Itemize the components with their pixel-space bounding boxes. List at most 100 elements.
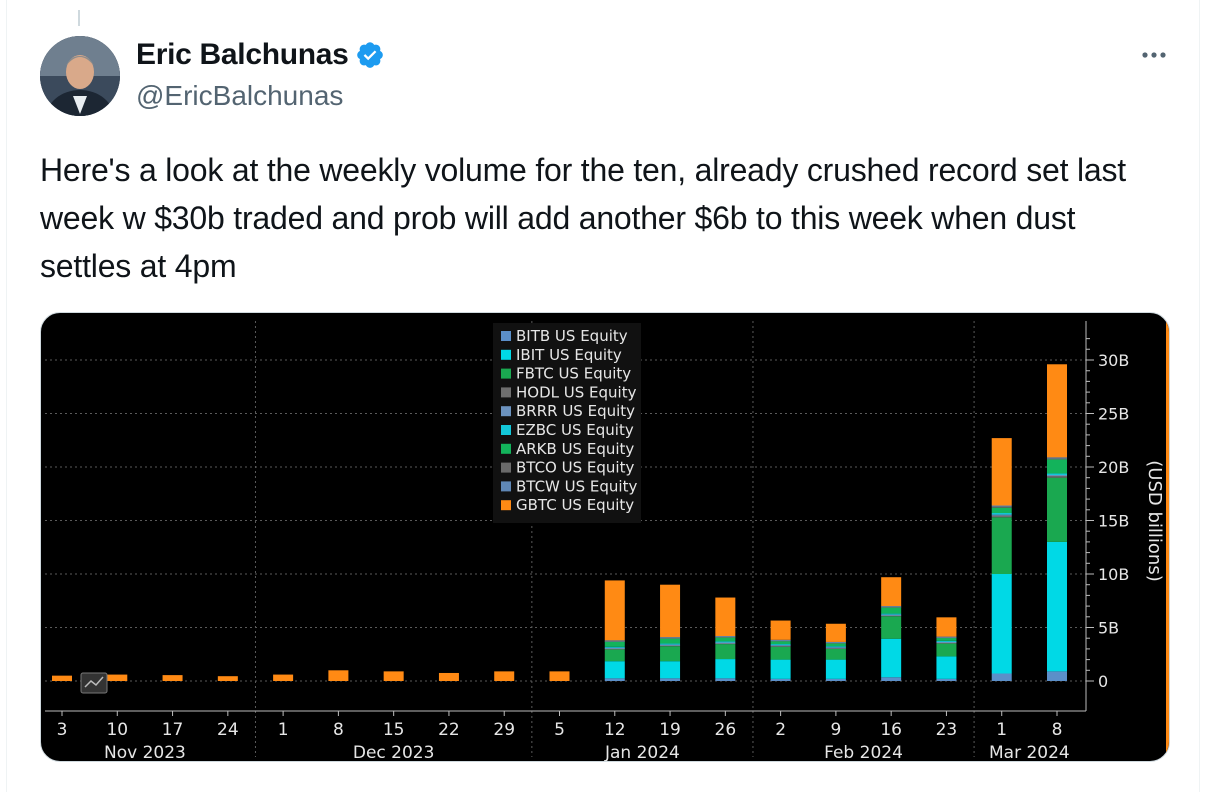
bar-segment-gbtc <box>217 676 238 681</box>
legend-box <box>493 323 641 523</box>
bar-segment-ibit <box>715 659 736 679</box>
bar-segment-btcw <box>770 639 791 641</box>
bar-segment-hodl <box>1047 476 1067 478</box>
legend-swatch-hodl <box>501 387 511 398</box>
bar-segment-btco <box>825 642 846 644</box>
bar-segment-gbtc <box>438 672 459 681</box>
legend-swatch-btco <box>501 462 511 473</box>
legend-swatch-arkb <box>501 443 511 454</box>
legend-label: EZBC US Equity <box>516 421 634 439</box>
x-tick-label: 2 <box>775 720 786 740</box>
bar-segment-bitb <box>715 678 736 681</box>
bar-segment-fbtc <box>825 648 846 660</box>
x-tick-label: 8 <box>333 720 344 740</box>
legend-label: BTCW US Equity <box>516 477 637 495</box>
bar-segment-gbtc <box>604 580 625 641</box>
bar-segment-bitb <box>881 677 902 681</box>
bar-segment-gbtc <box>715 597 736 637</box>
bar-segment-hodl <box>825 647 846 649</box>
x-tick-label: 10 <box>106 720 128 740</box>
legend-label: BRRR US Equity <box>516 402 635 420</box>
y-axis-label: (USD billions) <box>1144 460 1165 581</box>
bar-segment-ibit <box>825 659 846 679</box>
legend-swatch-fbtc <box>501 368 511 379</box>
y-tick-label: 10B <box>1098 565 1129 584</box>
bar-segment-brrr <box>825 647 846 649</box>
bar-segment-btco <box>881 606 902 608</box>
timeline-border-right <box>1199 0 1200 792</box>
bar-segment-bitb <box>825 678 846 681</box>
bar-segment-btco <box>715 636 736 638</box>
legend-swatch-bitb <box>501 331 511 341</box>
bar-segment-brrr <box>881 614 902 616</box>
bar-segment-arkb <box>770 640 791 645</box>
bar-segment-brrr <box>660 644 681 646</box>
bar-segment-fbtc <box>715 644 736 660</box>
bar-segment-ibit <box>991 574 1012 674</box>
bar-segment-gbtc <box>1047 364 1067 458</box>
bar-segment-arkb <box>660 638 681 644</box>
author-handle[interactable]: @EricBalchunas <box>136 80 344 111</box>
x-tick-label: 12 <box>604 720 626 740</box>
bar-segment-arkb <box>825 643 846 647</box>
bar-segment-brrr <box>936 641 957 643</box>
bar-segment-gbtc <box>936 617 957 637</box>
bar-segment-arkb <box>604 641 625 647</box>
bar-segment-btco <box>1047 458 1067 460</box>
bar-segment-gbtc <box>383 671 404 681</box>
bar-segment-ezbc <box>991 513 1012 515</box>
x-tick-label: 5 <box>554 720 565 740</box>
month-label: Nov 2023 <box>104 743 186 761</box>
legend-swatch-brrr <box>501 406 511 417</box>
legend-label: ARKB US Equity <box>516 440 634 458</box>
y-tick-label: 15B <box>1098 512 1129 531</box>
more-options-icon[interactable] <box>1136 40 1172 70</box>
avatar[interactable] <box>40 36 120 116</box>
bar-segment-arkb <box>715 637 736 642</box>
bar-segment-arkb <box>936 637 957 641</box>
bar-segment-ezbc <box>660 643 681 645</box>
legend-label: BTCO US Equity <box>516 459 634 477</box>
month-label: Feb 2024 <box>824 743 903 761</box>
right-edge-stripe <box>1166 313 1169 761</box>
x-tick-label: 9 <box>830 720 841 740</box>
bar-segment-btco <box>770 640 791 642</box>
bar-segment-gbtc <box>328 670 349 681</box>
bar-segment-ezbc <box>1047 473 1067 476</box>
bar-segment-fbtc <box>881 616 902 639</box>
bar-segment-hodl <box>660 645 681 647</box>
legend-label: GBTC US Equity <box>516 496 634 514</box>
x-tick-label: 17 <box>162 720 184 740</box>
bar-segment-hodl <box>991 515 1012 518</box>
bar-segment-brrr <box>604 647 625 649</box>
bar-segment-ibit <box>881 638 902 678</box>
bar-segment-gbtc <box>825 623 846 642</box>
legend-swatch-ibit <box>501 349 511 360</box>
bar-segment-fbtc <box>604 649 625 662</box>
bar-segment-btco <box>936 637 957 639</box>
y-tick-label: 30B <box>1098 351 1129 370</box>
x-tick-label: 19 <box>659 720 681 740</box>
bar-segment-gbtc <box>991 438 1012 506</box>
bar-segment-ibit <box>936 656 957 679</box>
bar-segment-hodl <box>936 642 957 644</box>
bar-segment-ezbc <box>936 640 957 642</box>
bar-segment-bitb <box>604 678 625 681</box>
bar-segment-btcw <box>991 505 1012 507</box>
x-tick-label: 29 <box>493 720 515 740</box>
bar-segment-ezbc <box>825 646 846 648</box>
author-name[interactable]: Eric Balchunas <box>136 38 349 71</box>
bar-segment-btcw <box>936 636 957 638</box>
bar-segment-ezbc <box>604 646 625 648</box>
bar-chart: 0 5B 10B 15B 20B 25B 30B (USD billions) 3 10 17 24 1… <box>45 313 1169 761</box>
bar-segment-hodl <box>715 643 736 645</box>
month-label: Dec 2023 <box>353 743 435 761</box>
bar-segment-bitb <box>1047 671 1067 681</box>
bar-segment-hodl <box>881 615 902 617</box>
x-tick-label: 16 <box>880 720 902 740</box>
thread-connector-line <box>78 10 80 26</box>
legend-label: HODL US Equity <box>516 383 637 401</box>
bar-segment-arkb <box>1047 459 1067 474</box>
bar-segment-fbtc <box>991 517 1012 574</box>
tweet-media-chart[interactable]: 0 5B 10B 15B 20B 25B 30B (USD billions) 3 10 17 24 1… <box>40 312 1170 762</box>
